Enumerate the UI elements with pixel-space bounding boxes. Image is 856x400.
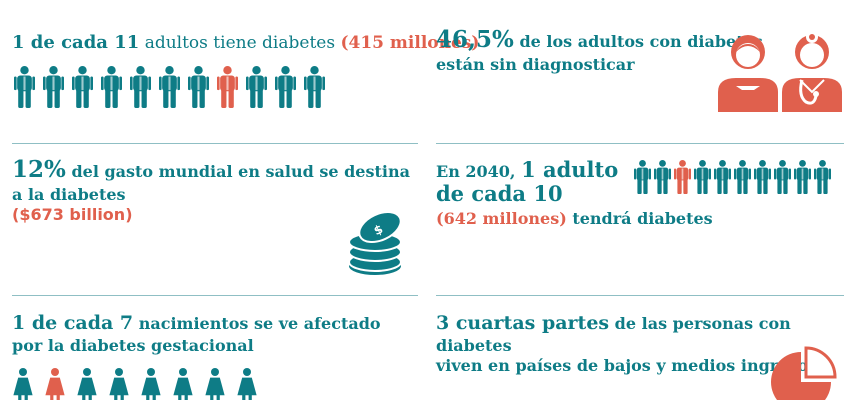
person-figure-icon xyxy=(754,160,771,194)
person-figure-icon xyxy=(774,160,791,194)
adult-figures-row xyxy=(634,160,831,194)
person-figure-icon xyxy=(814,160,831,194)
person-figure-icon xyxy=(734,160,751,194)
divider xyxy=(12,143,418,144)
woman-figure-icon xyxy=(44,368,66,400)
patient-doctor-icon xyxy=(716,28,844,112)
person-figure-icon xyxy=(304,66,325,108)
stat-text: por la diabetes gestacional xyxy=(12,335,254,355)
stat-text: adultos tiene diabetes xyxy=(139,33,341,53)
adult-figures-row xyxy=(14,66,325,108)
stat-big: 12% xyxy=(12,156,66,183)
person-figure-icon xyxy=(634,160,651,194)
person-figure-icon xyxy=(694,160,711,194)
person-figure-icon xyxy=(101,66,122,108)
stat-gestational: 1 de cada 7 nacimientos se ve afectado p… xyxy=(12,312,381,356)
woman-figure-icon xyxy=(12,368,34,400)
woman-figures-row xyxy=(12,368,258,400)
person-figure-icon xyxy=(72,66,93,108)
person-figure-icon xyxy=(217,66,238,108)
person-figure-icon xyxy=(14,66,35,108)
stat-highlight: (415 millones) xyxy=(340,33,480,53)
stat-highlight: (642 millones) xyxy=(436,209,567,229)
person-figure-icon xyxy=(43,66,64,108)
person-figure-icon xyxy=(188,66,209,108)
stat-text: de los adultos con diabetes xyxy=(513,32,763,51)
stat-highlight: ($673 billion) xyxy=(12,204,133,224)
woman-figure-icon xyxy=(76,368,98,400)
divider xyxy=(12,295,418,296)
stat-2040-projection: En 2040, 1 adulto de cada 10 (642 millon… xyxy=(436,157,713,232)
divider xyxy=(436,295,844,296)
stat-low-income: 3 cuartas partes de las personas con dia… xyxy=(436,312,856,376)
coin-stack-icon: $ xyxy=(346,210,408,276)
person-figure-icon xyxy=(130,66,151,108)
stat-adults-diabetes: 1 de cada 11 adultos tiene diabetes (415… xyxy=(12,32,479,55)
woman-figure-icon xyxy=(172,368,194,400)
woman-figure-icon xyxy=(108,368,130,400)
stat-text: a la diabetes xyxy=(12,184,126,204)
person-figure-icon xyxy=(246,66,267,108)
stat-big: 3 cuartas partes xyxy=(436,312,610,334)
woman-figure-icon xyxy=(204,368,226,400)
person-figure-icon xyxy=(674,160,691,194)
stat-text: tendrá diabetes xyxy=(566,209,713,229)
stat-health-spending: 12% del gasto mundial en salud se destin… xyxy=(12,156,410,225)
stat-bold: 1 de cada 11 xyxy=(12,32,140,53)
stat-text: de las personas con diabetes xyxy=(436,314,791,355)
stat-big: 46,5% xyxy=(436,26,514,53)
person-figure-icon xyxy=(159,66,180,108)
stat-text: del gasto mundial en salud se destina xyxy=(65,162,410,181)
person-figure-icon xyxy=(654,160,671,194)
person-figure-icon xyxy=(275,66,296,108)
divider xyxy=(436,143,844,144)
stat-big: 1 de cada 7 xyxy=(12,312,134,334)
woman-figure-icon xyxy=(236,368,258,400)
pie-chart-icon xyxy=(766,344,842,400)
person-figure-icon xyxy=(794,160,811,194)
person-figure-icon xyxy=(714,160,731,194)
stat-text: están sin diagnosticar xyxy=(436,54,635,74)
stat-big: de cada 10 xyxy=(436,181,563,207)
stat-text: viven en países de bajos y medios ingres… xyxy=(436,355,818,375)
stat-big: 1 adulto xyxy=(521,157,619,182)
stat-undiagnosed: 46,5% de los adultos con diabetes están … xyxy=(436,26,763,75)
stat-text: nacimientos se ve afectado xyxy=(133,314,381,333)
woman-figure-icon xyxy=(140,368,162,400)
stat-text: En 2040, xyxy=(436,162,522,181)
